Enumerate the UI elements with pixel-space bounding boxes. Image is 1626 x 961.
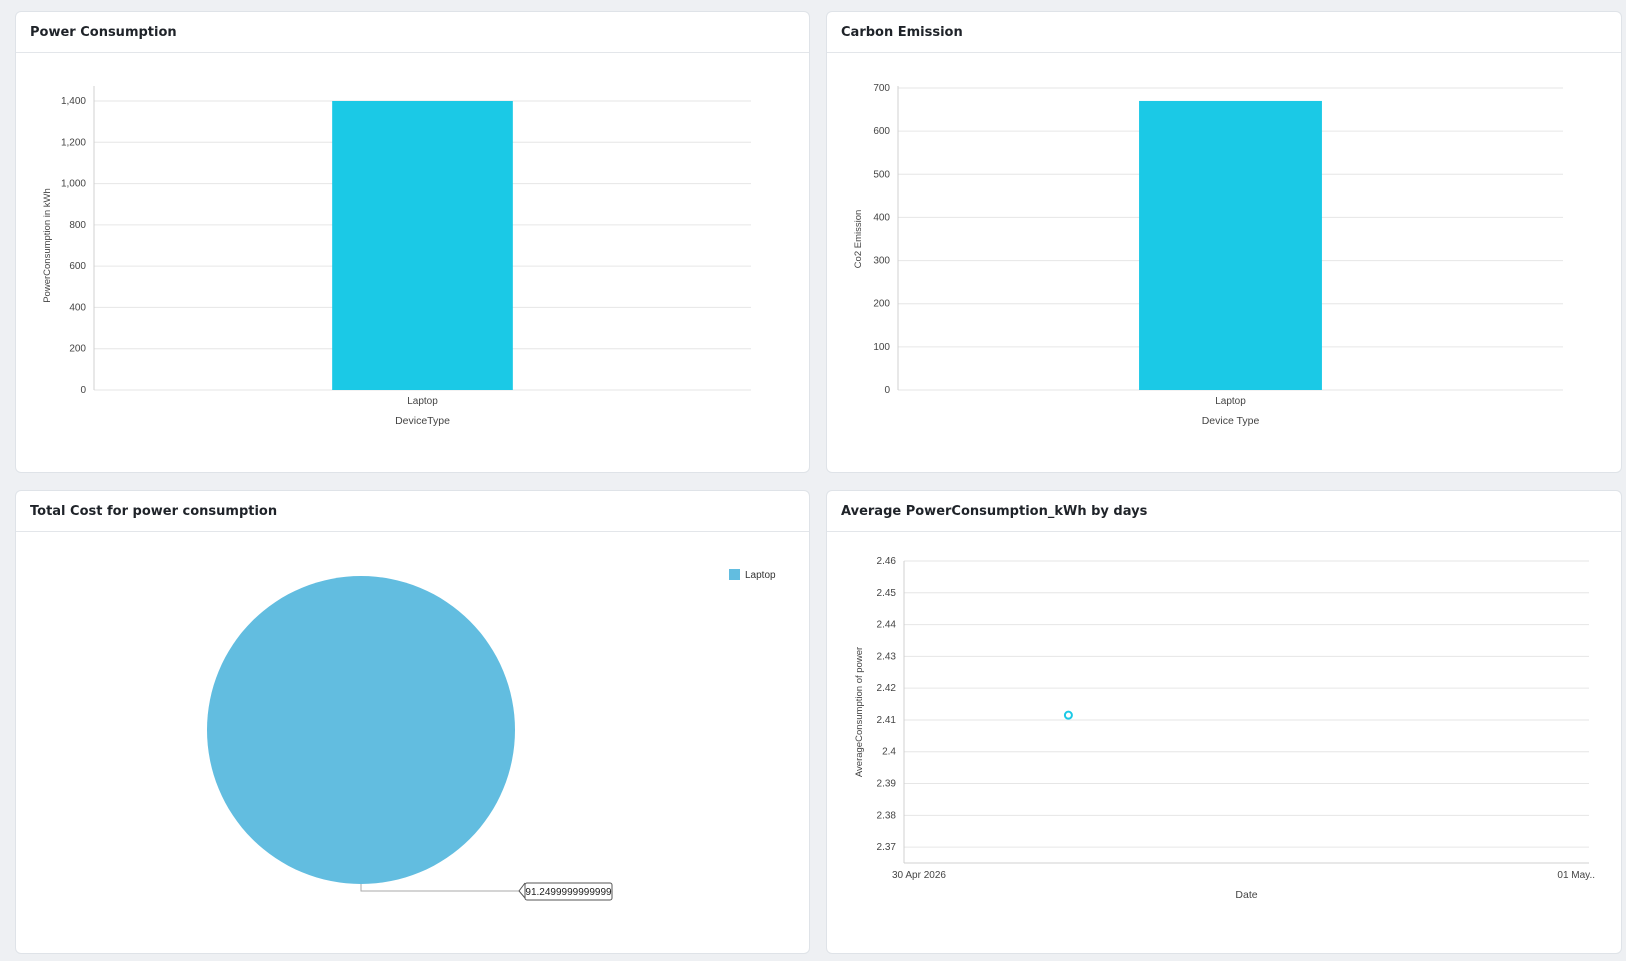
data-label: 91.2499999999999 (525, 887, 612, 898)
carbon-emission-bar-chart: 0 100 200 300 400 500 600 700 Laptop Device Type C… (853, 83, 1563, 427)
panel-title: Power Consumption (16, 12, 809, 53)
x-axis-label: Device Type (1202, 415, 1260, 427)
data-label-connector (360, 884, 519, 892)
y-tick-label: 700 (873, 83, 890, 94)
bar-laptop (1139, 100, 1322, 390)
y-tick-label: 2.39 (877, 779, 897, 790)
y-tick-label: 1,000 (61, 179, 86, 190)
carbon-emission-panel: Carbon Emission 0 100 200 300 400 500 600 700 La… (826, 11, 1622, 473)
legend-label-laptop: Laptop (745, 570, 776, 581)
y-tick-label: 2.44 (877, 620, 897, 631)
y-tick-label: 600 (69, 261, 86, 272)
y-tick-label: 2.42 (877, 683, 897, 694)
y-tick-label: 0 (80, 385, 86, 396)
y-tick-label: 2.4 (882, 747, 896, 758)
y-tick-label: 500 (873, 169, 890, 180)
average-consumption-scatter-chart: 2.37 2.38 2.39 2.4 2.41 2.42 2.43 2.44 2.45 2.46 3… (854, 556, 1595, 901)
y-tick-label: 800 (69, 220, 86, 231)
y-axis-label: Co2 Emission (853, 210, 864, 269)
panel-title: Average PowerConsumption_kWh by days (827, 491, 1621, 532)
y-tick-label: 600 (873, 126, 890, 137)
y-tick-label: 200 (873, 299, 890, 310)
total-cost-pie-chart: 91.2499999999999 Laptop (207, 569, 776, 901)
average-consumption-panel: Average PowerConsumption_kWh by days 2.3… (826, 490, 1622, 954)
data-label-box (524, 882, 613, 901)
y-axis-label: PowerConsumption in kWh (42, 188, 53, 303)
y-tick-label: 0 (884, 385, 890, 396)
y-tick-label: 1,400 (61, 96, 86, 107)
pie-slice-laptop (207, 576, 515, 884)
legend-swatch-laptop (729, 569, 740, 580)
bar-laptop (332, 101, 513, 390)
panel-title: Carbon Emission (827, 12, 1621, 53)
y-tick-label: 2.41 (877, 715, 897, 726)
data-point (1063, 710, 1073, 720)
y-tick-label: 2.37 (877, 842, 897, 853)
y-tick-label: 400 (873, 212, 890, 223)
y-tick-label: 2.43 (877, 651, 897, 662)
x-tick-label: 30 Apr 2026 (892, 870, 946, 881)
y-tick-label: 200 (69, 344, 86, 355)
x-tick-label: 01 May.. (1557, 870, 1595, 881)
x-tick-label: Laptop (407, 396, 438, 407)
x-axis-label: DeviceType (395, 415, 450, 427)
y-axis-label: AverageConsumption of power (854, 647, 865, 777)
panel-title: Total Cost for power consumption (16, 491, 809, 532)
total-cost-panel: Total Cost for power consumption 91.2499… (15, 490, 810, 954)
power-consumption-bar-chart: 0 200 400 600 800 1,000 1,200 1,400 Laptop Device… (42, 86, 751, 427)
y-tick-label: 2.45 (877, 588, 897, 599)
y-tick-label: 1,200 (61, 137, 86, 148)
data-label-pointer (518, 882, 526, 899)
y-tick-label: 2.38 (877, 810, 897, 821)
y-tick-label: 400 (69, 302, 86, 313)
x-axis-label: Date (1235, 889, 1257, 901)
y-tick-label: 100 (873, 342, 890, 353)
power-consumption-panel: Power Consumption 0 200 400 600 800 1,000 1,20… (15, 11, 810, 473)
x-tick-label: Laptop (1215, 396, 1246, 407)
y-tick-label: 2.46 (877, 556, 897, 567)
y-tick-label: 300 (873, 256, 890, 267)
